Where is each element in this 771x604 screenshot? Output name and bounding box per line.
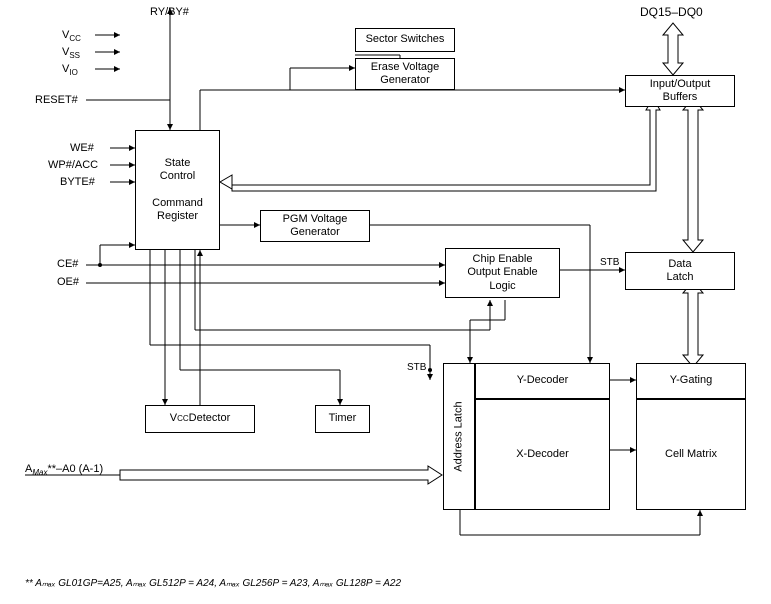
footnote: ** Aₘₐₓ GL01GP=A25, Aₘₐₓ GL512P = A24, A…: [25, 578, 401, 589]
pgm-vgen-block: PGM Voltage Generator: [260, 210, 370, 242]
cell-matrix-block: Cell Matrix: [636, 399, 746, 510]
y-decoder-block: Y-Decoder: [475, 363, 610, 399]
oe-label: OE#: [57, 276, 79, 288]
data-latch-block: Data Latch: [625, 252, 735, 290]
x-decoder-block: X-Decoder: [475, 399, 610, 510]
byte-label: BYTE#: [60, 176, 95, 188]
io-pins-label: DQ15–DQ0: [640, 6, 703, 19]
rby-label: RY/BY#: [150, 6, 189, 18]
sector-switches-block: Sector Switches: [355, 28, 455, 52]
address-latch-block: Address Latch: [443, 363, 475, 510]
io-buffers-block: Input/Output Buffers: [625, 75, 735, 107]
ce-label: CE#: [57, 258, 78, 270]
chip-enable-block: Chip Enable Output Enable Logic: [445, 248, 560, 298]
timer-block: Timer: [315, 405, 370, 433]
reset-label: RESET#: [35, 94, 78, 106]
vcc-label: VCC: [62, 29, 81, 44]
stb-label-2: STB: [407, 362, 426, 373]
wpacc-label: WP#/ACC: [48, 159, 98, 171]
stb-label-1: STB: [600, 257, 619, 268]
y-gating-block: Y-Gating: [636, 363, 746, 399]
addr-input-label: AMax**–A0 (A-1): [25, 463, 103, 478]
vcc-detector-block: VCC Detector: [145, 405, 255, 433]
erase-vgen-block: Erase Voltage Generator: [355, 58, 455, 90]
state-control-block: State Control Command Register: [135, 130, 220, 250]
vss-label: VSS: [62, 46, 80, 61]
vio-label: VIO: [62, 63, 78, 78]
we-label: WE#: [70, 142, 94, 154]
